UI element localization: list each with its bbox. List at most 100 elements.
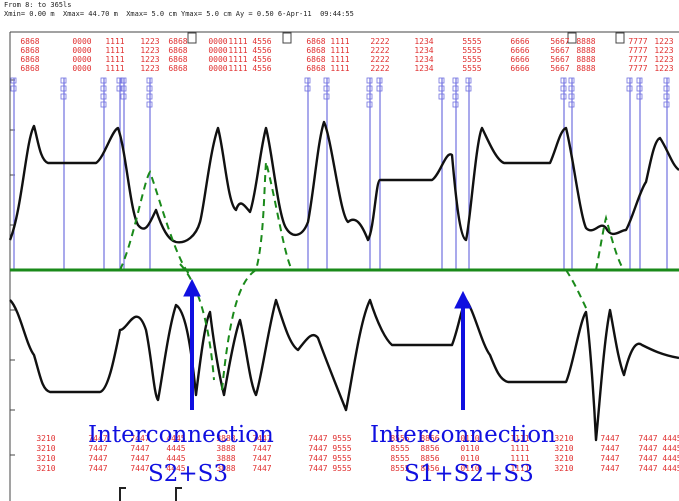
top-code-text: 6868: [306, 64, 325, 73]
marker-label-glyph: [146, 85, 153, 92]
top-code-text: 1234: [414, 55, 433, 64]
top-code-text: 5555: [462, 64, 481, 73]
marker-label-glyph: [366, 93, 373, 100]
marker-label-glyph: [465, 77, 472, 84]
marker-label-glyph: [304, 85, 311, 92]
bottom-code-text: 9555: [332, 464, 351, 473]
top-code-text: 7777: [628, 46, 647, 55]
top-code-text: 1234: [414, 37, 433, 46]
bottom-code-text: 8555: [390, 444, 409, 453]
top-code-text: 7777: [628, 64, 647, 73]
lower-trace: [9, 298, 679, 442]
arrow-2: [454, 290, 472, 410]
bottom-code-text: 3888: [216, 444, 235, 453]
marker-label-glyph: [636, 77, 643, 84]
marker-label-glyph: [452, 93, 459, 100]
top-code-text: 2222: [370, 55, 389, 64]
upper-trace: [8, 120, 679, 244]
top-code-text: 6666: [510, 64, 529, 73]
header-line-1: From 8: to 365ls: [4, 1, 72, 9]
top-code-text: 1234: [414, 46, 433, 55]
top-code-text: 1111: [105, 55, 124, 64]
marker-label-glyph: [568, 77, 575, 84]
top-code-text: 1111: [228, 55, 247, 64]
marker-label-glyph: [120, 85, 127, 92]
bottom-code-text: 7447: [252, 464, 271, 473]
marker-label-glyph: [146, 93, 153, 100]
marker-label-glyph: [626, 85, 633, 92]
marker-label-glyph: [663, 101, 670, 108]
bottom-code-text: 3888: [216, 464, 235, 473]
top-code-text: 1111: [330, 46, 349, 55]
bottom-code-text: 7447: [638, 454, 657, 463]
annotation-2-line-1: Interconnection: [370, 422, 556, 448]
top-code-text: 5555: [462, 37, 481, 46]
bottom-code-text: 9555: [332, 444, 351, 453]
top-code-text: 6868: [168, 46, 187, 55]
top-code-text: 7777: [628, 37, 647, 46]
top-code-text: 1111: [105, 64, 124, 73]
bottom-code-text: 7447: [308, 434, 327, 443]
bottom-code-text: 7447: [600, 434, 619, 443]
top-code-text: 6868: [306, 37, 325, 46]
marker-label-glyph: [465, 85, 472, 92]
arrow-1: [183, 278, 201, 410]
top-code-text: 0000: [72, 55, 91, 64]
top-code-text: 1223: [140, 46, 159, 55]
top-code-text: 1111: [330, 55, 349, 64]
bottom-code-text: 3210: [36, 464, 55, 473]
top-code-text: 0000: [72, 37, 91, 46]
top-code-text: 0000: [208, 46, 227, 55]
bottom-code-text: 7447: [252, 444, 271, 453]
marker-label-glyph: [100, 85, 107, 92]
marker-label-glyph: [452, 101, 459, 108]
annotation-1-line-1: Interconnection: [88, 422, 274, 448]
top-code-text: 2222: [370, 37, 389, 46]
bottom-code-text: 3210: [554, 444, 573, 453]
marker-label-glyph: [568, 93, 575, 100]
top-code-text: 2222: [370, 64, 389, 73]
marker-label-glyph: [560, 77, 567, 84]
top-code-text: 0000: [208, 37, 227, 46]
bottom-code-text: 8555: [390, 464, 409, 473]
bottom-code-text: 4445: [166, 464, 185, 473]
top-code-text: 0000: [208, 55, 227, 64]
bottom-code-text: 7447: [638, 464, 657, 473]
bottom-code-text: 7447: [130, 434, 149, 443]
top-code-text: 6868: [306, 55, 325, 64]
top-code-text: 1223: [140, 37, 159, 46]
top-code-text: 6868: [20, 55, 39, 64]
marker-label-glyph: [323, 77, 330, 84]
marker-label-glyph: [376, 77, 383, 84]
marker-label-glyph: [60, 77, 67, 84]
marker-label-glyph: [568, 85, 575, 92]
top-code-text: 6868: [20, 37, 39, 46]
top-code-text: 5667: [550, 64, 569, 73]
bottom-code-columns: 3210321032103210744774477447744774477447…: [36, 434, 679, 473]
annotation-1-line-2: S2+S3: [148, 461, 229, 487]
top-code-text: 8888: [576, 64, 595, 73]
top-code-text: 1111: [228, 46, 247, 55]
bottom-code-text: 3210: [36, 444, 55, 453]
bottom-code-text: 4445: [662, 454, 679, 463]
top-code-text: 1223: [140, 64, 159, 73]
top-code-text: 1223: [140, 55, 159, 64]
top-code-text: 6868: [168, 37, 187, 46]
top-code-text: 6666: [510, 37, 529, 46]
bottom-code-text: 7447: [638, 434, 657, 443]
bottom-code-text: 7447: [88, 434, 107, 443]
header-boxes: [187, 32, 625, 44]
bottom-code-text: 9555: [332, 434, 351, 443]
bottom-code-text: 7447: [308, 454, 327, 463]
marker-label-glyph: [100, 101, 107, 108]
top-code-text: 5555: [462, 46, 481, 55]
top-code-text: 1223: [654, 64, 673, 73]
bottom-code-text: 4445: [662, 434, 679, 443]
top-code-text: 4556: [252, 37, 271, 46]
marker-label-glyph: [146, 101, 153, 108]
bottom-code-text: 7447: [308, 444, 327, 453]
marker-label-glyph: [100, 93, 107, 100]
bottom-code-text: 0110: [460, 464, 479, 473]
marker-label-glyph: [116, 77, 123, 84]
event-marker-labels: [10, 77, 670, 108]
